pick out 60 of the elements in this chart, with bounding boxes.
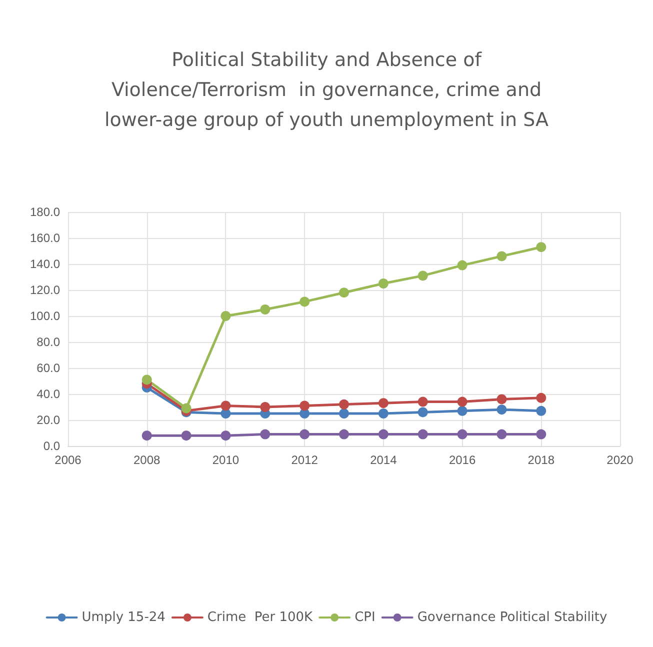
chart-title: Political Stability and Absence of Violence/Terrorism in governance, crime and lower-age group of youth unemployment in SA xyxy=(104,49,549,131)
point xyxy=(418,429,428,440)
point xyxy=(378,429,388,440)
y-tick-label: 20.0 xyxy=(36,413,60,427)
point xyxy=(260,304,270,314)
x-tick-label: 2010 xyxy=(212,453,240,467)
point xyxy=(457,406,468,416)
point xyxy=(536,242,546,252)
x-tick-label: 2020 xyxy=(606,453,634,467)
point xyxy=(418,396,428,407)
legend-label: Governance Political Stability xyxy=(417,610,608,625)
x-tick-label: 2012 xyxy=(291,453,318,467)
point xyxy=(378,408,388,418)
point xyxy=(496,429,507,440)
x-tick-label: 2018 xyxy=(528,453,555,467)
x-tick-label: 2008 xyxy=(134,453,161,467)
point xyxy=(418,407,428,418)
point xyxy=(457,260,468,270)
point xyxy=(536,406,546,416)
point xyxy=(457,396,468,407)
point xyxy=(260,402,270,412)
y-tick-label: 140.0 xyxy=(30,257,60,271)
point xyxy=(339,288,349,298)
y-tick-label: 80.0 xyxy=(36,335,60,349)
point xyxy=(300,296,310,307)
point xyxy=(339,399,349,410)
point xyxy=(142,430,152,441)
point xyxy=(300,400,310,411)
x-tick-label: 2006 xyxy=(54,453,82,467)
y-tick-label: 120.0 xyxy=(30,283,60,297)
point xyxy=(260,429,270,440)
y-tick-label: 160.0 xyxy=(30,231,60,245)
point xyxy=(181,403,192,414)
y-tick-label: 60.0 xyxy=(36,361,60,375)
point xyxy=(181,430,192,441)
point xyxy=(457,429,468,440)
point xyxy=(496,394,507,404)
x-tick-label: 2014 xyxy=(370,453,398,467)
point xyxy=(496,404,507,415)
legend-label: CPI xyxy=(354,610,376,625)
point xyxy=(536,429,546,440)
point xyxy=(300,429,310,440)
point xyxy=(496,251,507,262)
point xyxy=(220,430,231,441)
point xyxy=(378,278,388,288)
point xyxy=(418,270,428,281)
legend-label: Umply 15-24 xyxy=(82,610,166,625)
y-tick-label: 40.0 xyxy=(36,387,60,401)
y-tick-label: 100.0 xyxy=(30,309,60,323)
point xyxy=(142,374,152,385)
point xyxy=(220,311,231,321)
point xyxy=(220,400,231,411)
y-tick-label: 0.0 xyxy=(43,439,60,453)
x-tick-label: 2016 xyxy=(448,453,476,467)
point xyxy=(536,392,546,403)
legend-label: Crime Per 100K xyxy=(207,610,314,625)
point xyxy=(339,429,349,440)
point xyxy=(378,398,388,408)
point xyxy=(339,408,349,418)
y-tick-label: 180.0 xyxy=(30,205,60,219)
